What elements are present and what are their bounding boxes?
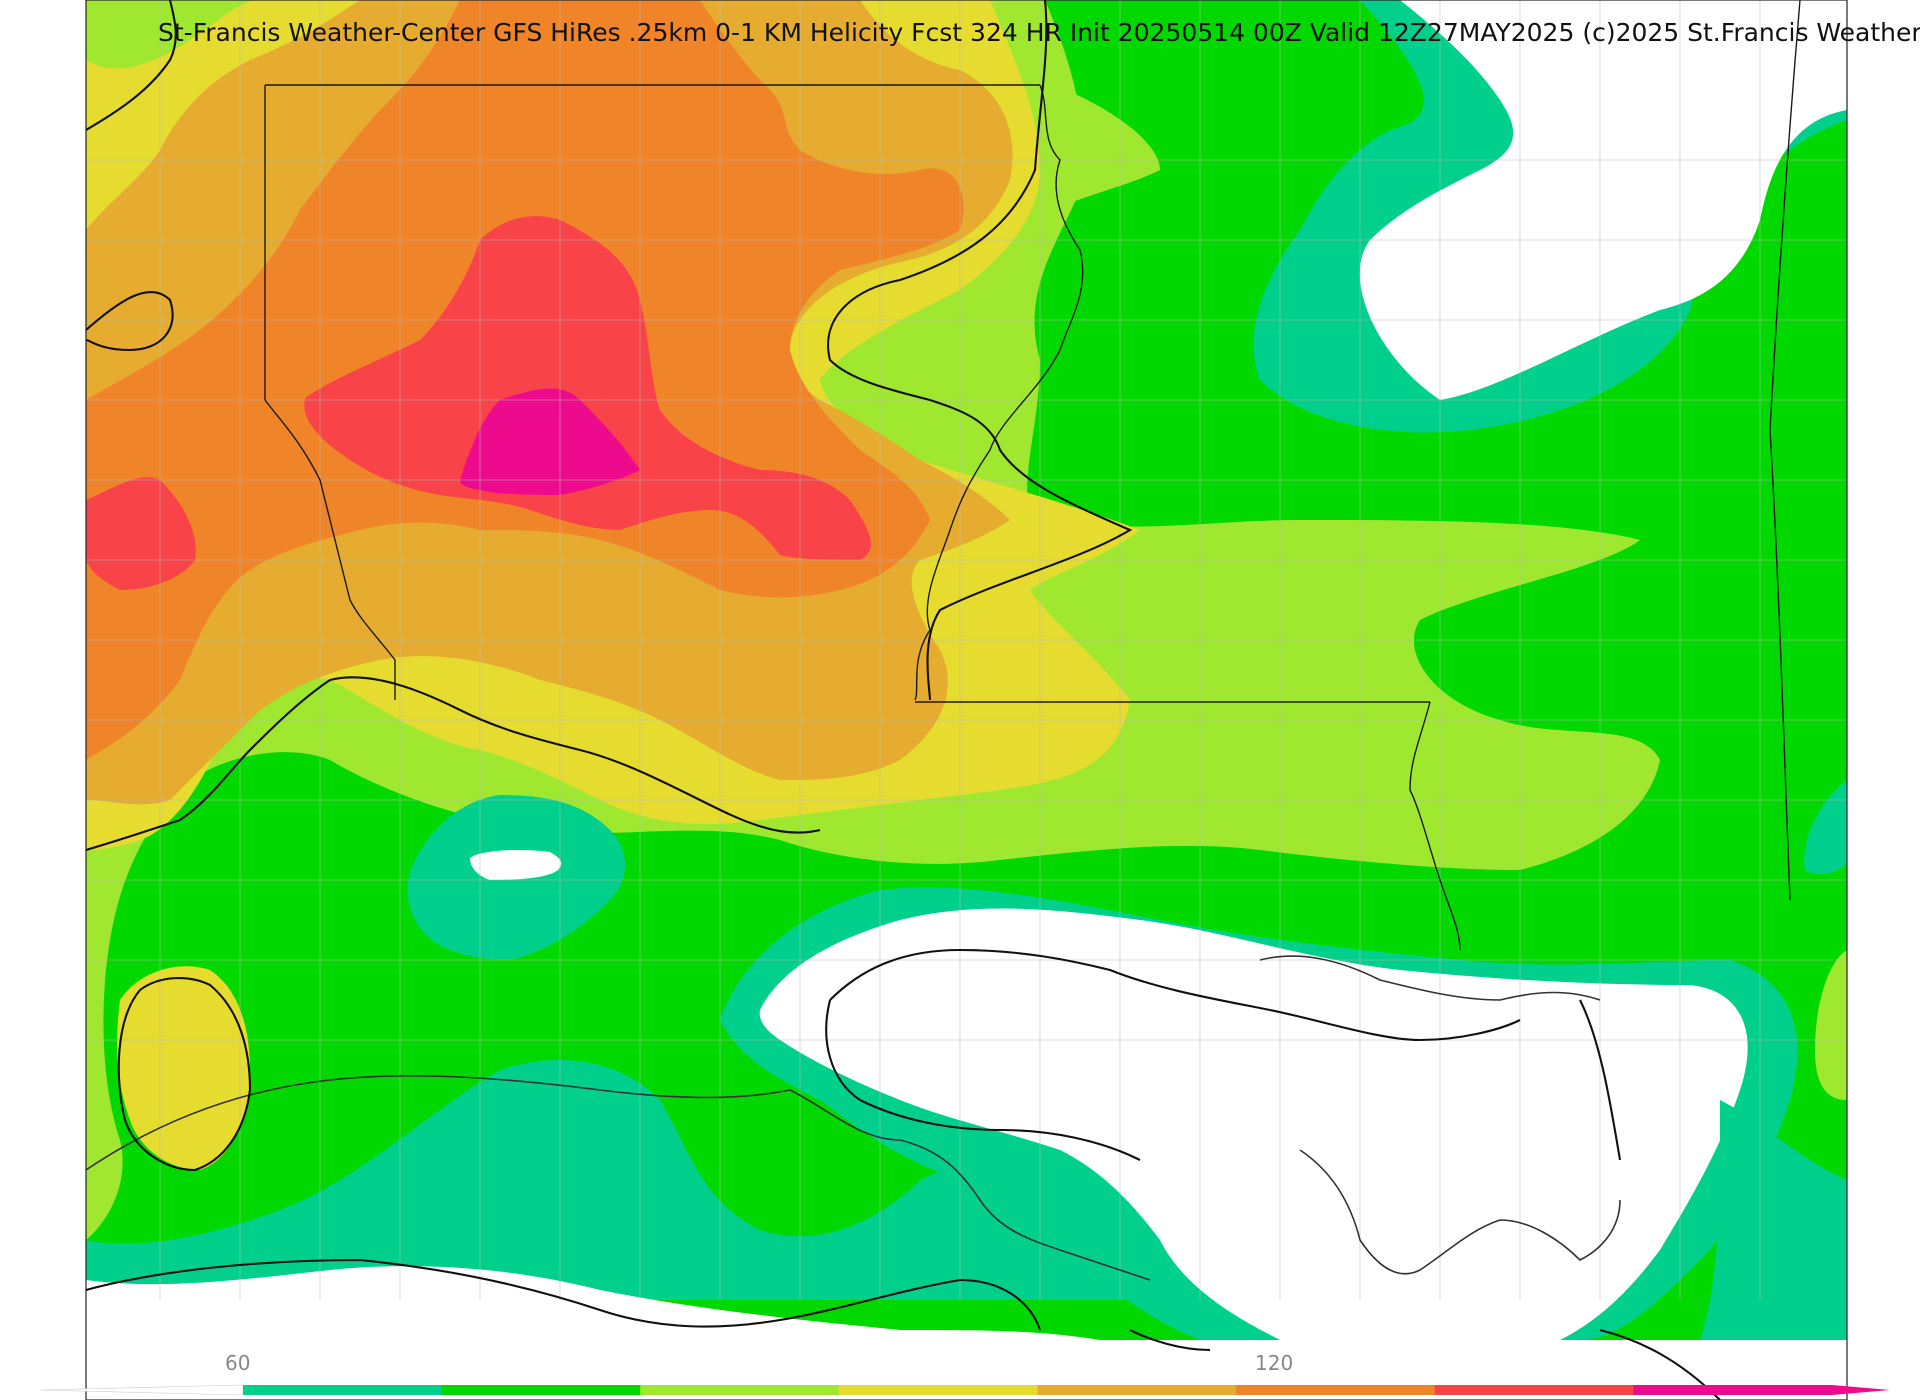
coastline	[85, 955, 1621, 1281]
fill-region-magenta	[460, 388, 640, 495]
fill-region-lightgreen-far-right	[1815, 950, 1847, 1100]
map-plot-area	[86, 0, 1847, 1400]
plot-border	[85, 0, 1848, 1400]
fill-region-yellow-southwest	[117, 966, 251, 1170]
colorbar-segment	[243, 1385, 443, 1395]
colorbar-segment	[1037, 1385, 1237, 1395]
fill-region-teal-southeast	[1700, 1100, 1847, 1340]
colorbar-tick-60: 60	[225, 1351, 250, 1375]
colorbar-segment	[1434, 1385, 1634, 1395]
colorbar-segment	[441, 1385, 641, 1395]
colorbar-segment	[640, 1385, 840, 1395]
fill-region-teal-south	[86, 1060, 1200, 1300]
fill-region-red	[304, 216, 871, 560]
fill-region-white-north	[1359, 0, 1847, 400]
fill-region-white-central	[470, 850, 562, 880]
state-boundaries	[264, 0, 1801, 951]
fill-region-red-west	[86, 477, 196, 590]
fill-region-teal-right-edge	[1804, 780, 1847, 875]
map-title: St-Francis Weather-Center GFS HiRes .25k…	[158, 18, 1920, 47]
colorbar-segment	[838, 1385, 1038, 1395]
fill-region-lightgreen-east	[1040, 80, 1160, 220]
colorbar-segment	[1236, 1385, 1436, 1395]
fill-region-white-south-edge	[86, 1266, 1847, 1400]
fill-region-white-gulf	[759, 908, 1748, 1340]
colorbar-right-extension	[1832, 1385, 1890, 1395]
colorbar-segment	[1633, 1385, 1833, 1395]
colorbar-tick-120: 120	[1255, 1351, 1293, 1375]
county-boundaries	[86, 0, 1847, 1300]
colorbar: 60 120	[39, 1351, 1890, 1396]
